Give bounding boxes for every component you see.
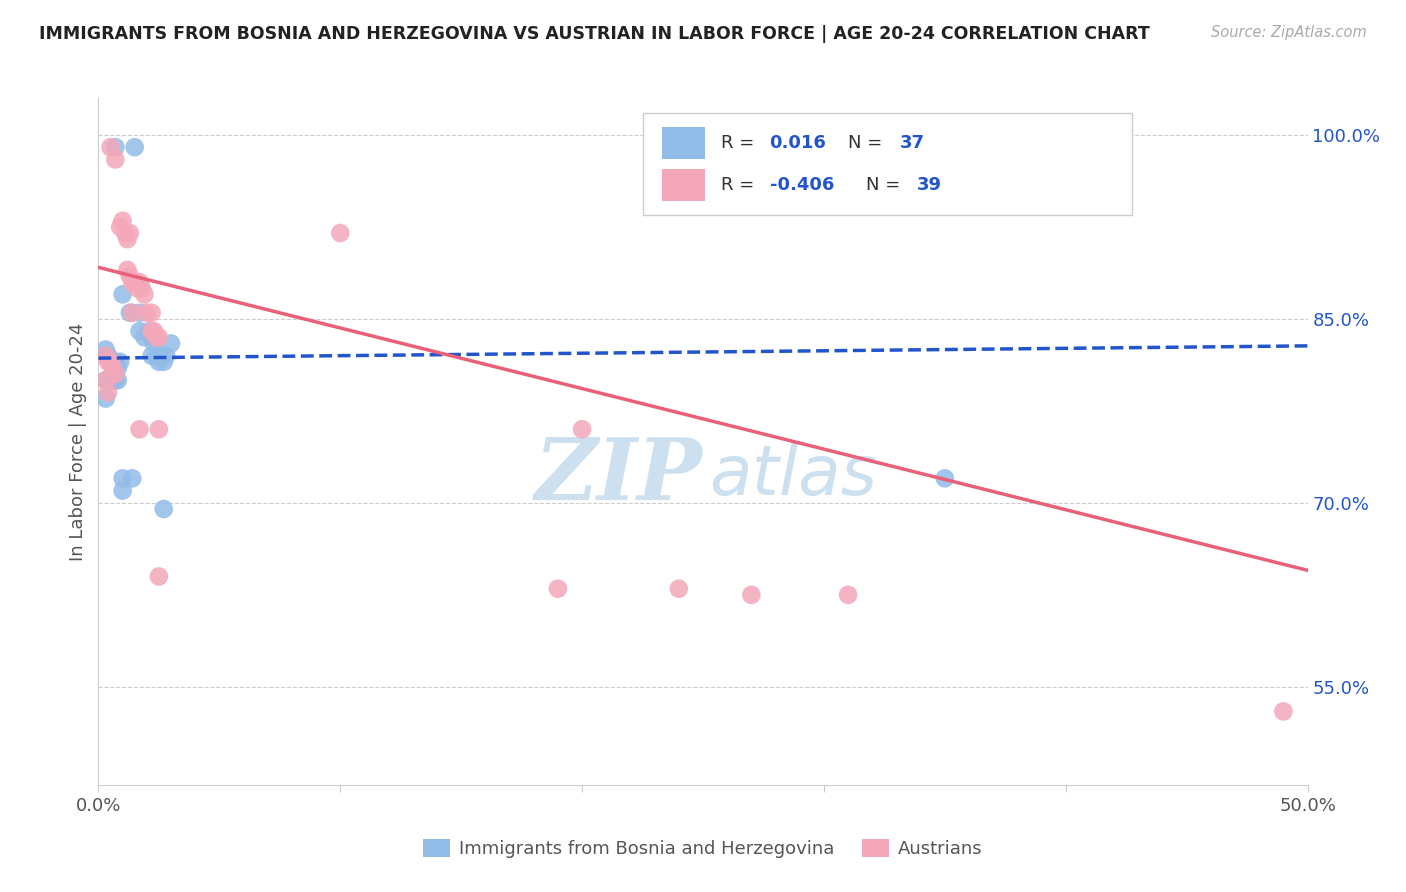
FancyBboxPatch shape xyxy=(662,128,706,159)
Point xyxy=(145,330,167,344)
Point xyxy=(141,324,163,338)
Point xyxy=(94,373,117,387)
Point xyxy=(152,355,174,369)
Text: Source: ZipAtlas.com: Source: ZipAtlas.com xyxy=(1211,25,1367,40)
Point xyxy=(104,153,127,167)
Point xyxy=(135,306,157,320)
Point xyxy=(111,287,134,301)
Point xyxy=(134,330,156,344)
FancyBboxPatch shape xyxy=(643,113,1132,215)
Point xyxy=(148,355,170,369)
Text: N =: N = xyxy=(848,134,889,153)
Point xyxy=(121,471,143,485)
Point xyxy=(94,349,117,363)
Point xyxy=(141,349,163,363)
Point xyxy=(118,268,141,283)
Point xyxy=(94,343,117,357)
Text: 37: 37 xyxy=(900,134,925,153)
Point xyxy=(117,262,139,277)
Point xyxy=(141,330,163,344)
Point xyxy=(127,281,149,295)
Point xyxy=(108,219,131,234)
Point xyxy=(155,349,177,363)
Point xyxy=(668,582,690,596)
Text: 0.016: 0.016 xyxy=(769,134,827,153)
Point xyxy=(121,275,143,289)
Point xyxy=(740,588,762,602)
Point xyxy=(100,373,122,387)
FancyBboxPatch shape xyxy=(662,169,706,201)
Point xyxy=(148,349,170,363)
Point xyxy=(148,569,170,583)
Point xyxy=(100,355,122,369)
Point xyxy=(152,502,174,516)
Point xyxy=(114,226,136,240)
Point xyxy=(97,373,120,387)
Text: -0.406: -0.406 xyxy=(769,176,834,194)
Point xyxy=(1272,704,1295,718)
Point xyxy=(104,140,127,154)
Point xyxy=(128,275,150,289)
Text: atlas: atlas xyxy=(709,442,877,509)
Text: N =: N = xyxy=(866,176,907,194)
Text: R =: R = xyxy=(721,134,761,153)
Legend: Immigrants from Bosnia and Herzegovina, Austrians: Immigrants from Bosnia and Herzegovina, … xyxy=(416,831,990,865)
Point xyxy=(101,373,124,387)
Point xyxy=(143,324,166,338)
Point xyxy=(108,355,131,369)
Point xyxy=(571,422,593,436)
Point xyxy=(104,373,127,387)
Text: IMMIGRANTS FROM BOSNIA AND HERZEGOVINA VS AUSTRIAN IN LABOR FORCE | AGE 20-24 CO: IMMIGRANTS FROM BOSNIA AND HERZEGOVINA V… xyxy=(39,25,1150,43)
Text: R =: R = xyxy=(721,176,761,194)
Point xyxy=(329,226,352,240)
Point xyxy=(128,324,150,338)
Point xyxy=(124,275,146,289)
Point xyxy=(97,355,120,369)
Point xyxy=(148,330,170,344)
Point xyxy=(111,213,134,227)
Point xyxy=(150,349,173,363)
Point xyxy=(134,287,156,301)
Point xyxy=(145,349,167,363)
Point xyxy=(128,422,150,436)
Text: 39: 39 xyxy=(917,176,942,194)
Point xyxy=(107,360,129,375)
Point xyxy=(94,392,117,406)
Point xyxy=(118,306,141,320)
Point xyxy=(104,355,127,369)
Point xyxy=(97,349,120,363)
Point xyxy=(128,306,150,320)
Point xyxy=(100,140,122,154)
Point xyxy=(547,582,569,596)
Text: ZIP: ZIP xyxy=(536,434,703,517)
Point xyxy=(101,360,124,375)
Point xyxy=(160,336,183,351)
Point xyxy=(138,324,160,338)
Point xyxy=(97,385,120,400)
Point xyxy=(101,360,124,375)
Point xyxy=(104,367,127,381)
Point xyxy=(107,373,129,387)
Point xyxy=(141,306,163,320)
Point xyxy=(143,336,166,351)
Point xyxy=(124,140,146,154)
Point xyxy=(111,471,134,485)
Point xyxy=(837,588,859,602)
Point xyxy=(118,226,141,240)
Point xyxy=(121,306,143,320)
Point xyxy=(117,232,139,246)
Point xyxy=(148,422,170,436)
Point xyxy=(111,483,134,498)
Point xyxy=(100,355,122,369)
Point xyxy=(94,373,117,387)
Y-axis label: In Labor Force | Age 20-24: In Labor Force | Age 20-24 xyxy=(69,322,87,561)
Point xyxy=(934,471,956,485)
Point xyxy=(131,281,153,295)
